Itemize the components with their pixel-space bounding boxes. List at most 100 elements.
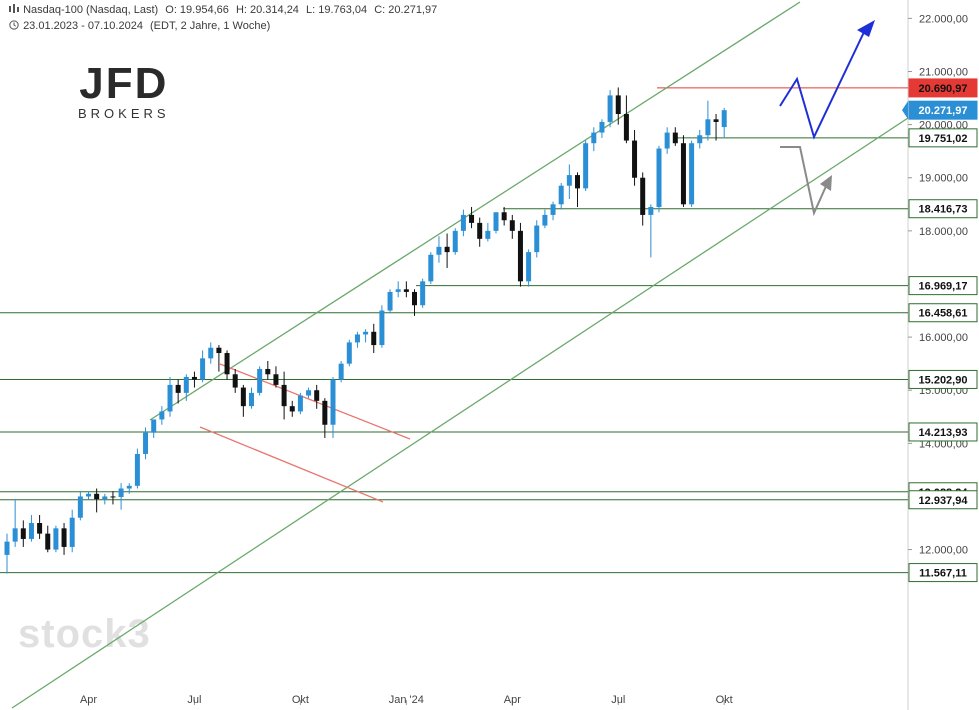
candle-body bbox=[656, 148, 662, 207]
y-tick-label: 22.000,00 bbox=[919, 13, 968, 25]
price-tag-label: 16.458,61 bbox=[919, 308, 968, 320]
candle bbox=[134, 448, 140, 489]
candle bbox=[575, 172, 580, 207]
candle bbox=[640, 172, 646, 226]
price-tag-label: 15.202,90 bbox=[919, 374, 968, 386]
candle-body bbox=[354, 334, 360, 343]
candle bbox=[542, 209, 548, 229]
candle-body bbox=[69, 517, 75, 547]
candle bbox=[452, 228, 458, 255]
candle-body bbox=[477, 222, 483, 239]
candle bbox=[12, 499, 18, 547]
price-tag-support: 16.458,61 bbox=[908, 303, 978, 323]
candle bbox=[713, 113, 719, 141]
high-value: H: 20.314,24 bbox=[235, 4, 299, 16]
candle bbox=[338, 361, 344, 383]
candle-body bbox=[583, 143, 589, 189]
candle-body bbox=[428, 254, 434, 282]
candle bbox=[648, 204, 654, 258]
price-tag-box bbox=[908, 369, 978, 389]
price-tag-box bbox=[908, 128, 978, 148]
candle bbox=[322, 398, 328, 439]
candlestick-icon bbox=[9, 4, 19, 13]
candle-body bbox=[159, 411, 165, 420]
candle-body bbox=[534, 225, 540, 253]
candle-body bbox=[134, 453, 140, 486]
price-tag-last: 20.271,97 bbox=[902, 100, 978, 120]
candle-body bbox=[371, 331, 377, 346]
candle bbox=[86, 491, 91, 500]
candle bbox=[526, 249, 532, 287]
candle bbox=[53, 525, 59, 553]
candle-body bbox=[640, 177, 646, 215]
candle bbox=[4, 533, 10, 574]
candle bbox=[200, 350, 206, 383]
candle bbox=[363, 329, 369, 343]
candle bbox=[232, 368, 238, 393]
candle-body bbox=[575, 175, 580, 189]
x-tick-label: Okt bbox=[292, 694, 309, 706]
candle bbox=[509, 214, 515, 239]
candle-body bbox=[102, 496, 108, 500]
candle-body bbox=[689, 143, 695, 205]
price-tag-label: 20.690,97 bbox=[919, 83, 968, 95]
candle bbox=[143, 427, 149, 460]
candle bbox=[599, 119, 605, 138]
candle-body bbox=[191, 376, 197, 380]
chart-header-line-1: Nasdaq-100 (Nasdaq, Last) O: 19.954,66 H… bbox=[8, 4, 441, 16]
candle bbox=[493, 212, 499, 234]
candle bbox=[240, 384, 246, 417]
x-tick-label: Jul bbox=[611, 694, 625, 706]
candle bbox=[126, 483, 132, 494]
candle-body bbox=[297, 395, 303, 412]
candle bbox=[37, 515, 43, 539]
y-tick-label: 18.000,00 bbox=[919, 226, 968, 238]
candle bbox=[273, 366, 279, 388]
candle-body bbox=[542, 214, 548, 226]
candle bbox=[566, 164, 572, 199]
price-tag-support: 14.213,93 bbox=[908, 422, 978, 442]
candle-body bbox=[143, 432, 149, 454]
candle-body bbox=[45, 533, 51, 550]
candle-body bbox=[338, 363, 344, 380]
candle-body bbox=[550, 204, 556, 215]
candle-body bbox=[12, 528, 18, 542]
candle-body bbox=[77, 496, 83, 518]
candle bbox=[94, 488, 100, 513]
candle-body bbox=[167, 384, 173, 412]
price-tag-label: 14.213,93 bbox=[919, 427, 968, 439]
candle bbox=[28, 515, 34, 542]
chart-header-line-2: 23.01.2023 - 07.10.2024 (EDT, 2 Jahre, 1… bbox=[8, 20, 274, 32]
candle-body bbox=[314, 390, 320, 401]
candle-body bbox=[37, 523, 43, 534]
candle bbox=[485, 222, 491, 242]
channel-lower-line bbox=[11, 117, 909, 709]
candle-body bbox=[151, 419, 157, 433]
candle-body bbox=[501, 212, 507, 221]
candle-body bbox=[591, 132, 597, 144]
candle bbox=[61, 523, 67, 555]
candle-body bbox=[648, 206, 654, 215]
candle-body bbox=[420, 281, 426, 306]
candle-body bbox=[306, 390, 312, 396]
candle-body bbox=[558, 185, 564, 205]
candle bbox=[517, 222, 523, 287]
candle-body bbox=[379, 310, 385, 346]
candle bbox=[265, 361, 271, 380]
price-tag-pointer bbox=[902, 101, 908, 120]
price-tag-box bbox=[908, 199, 978, 219]
candle bbox=[249, 387, 254, 409]
y-tick-label: 19.000,00 bbox=[919, 173, 968, 185]
candle bbox=[167, 376, 173, 417]
price-tag-label: 12.937,94 bbox=[919, 495, 969, 507]
price-tag-box bbox=[908, 303, 978, 323]
candle bbox=[412, 289, 417, 316]
candle bbox=[297, 392, 303, 415]
candle-body bbox=[216, 347, 222, 354]
price-tag-box bbox=[908, 563, 978, 583]
candle bbox=[289, 400, 295, 417]
chart-info: (EDT, 2 Jahre, 1 Woche) bbox=[150, 20, 271, 32]
candle-body bbox=[281, 384, 287, 407]
candle-body bbox=[330, 379, 336, 425]
